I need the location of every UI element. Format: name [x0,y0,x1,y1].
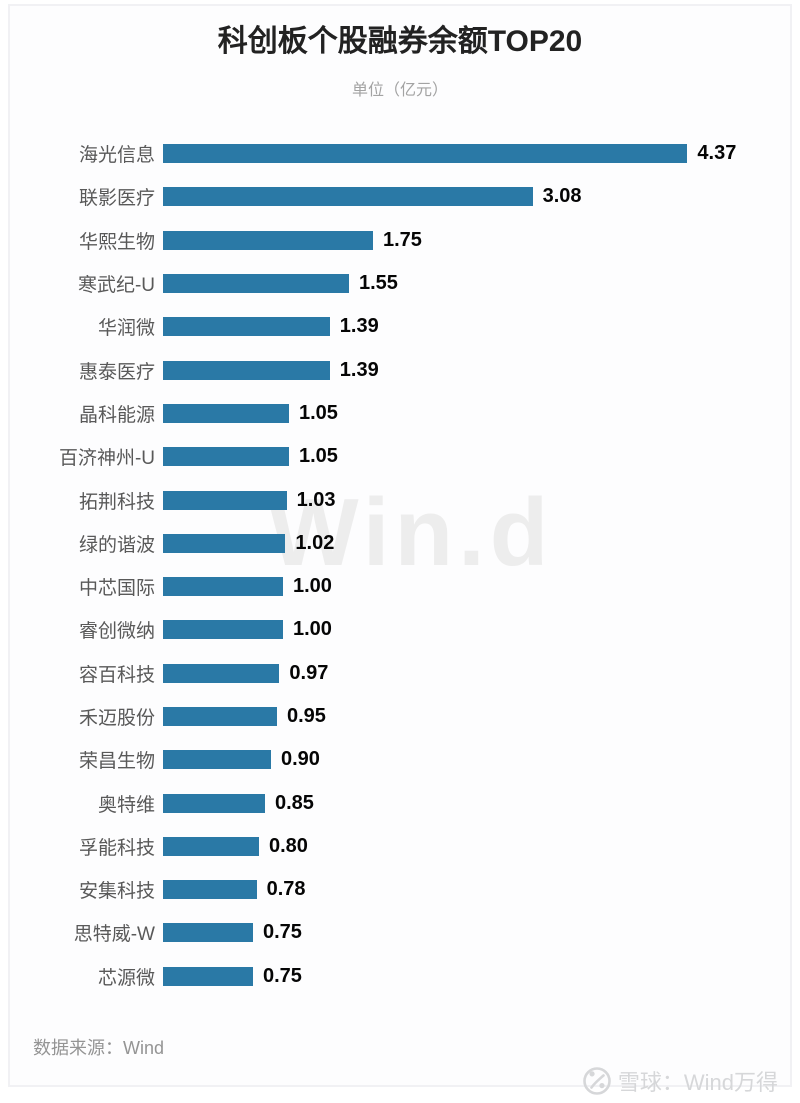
bar-row: 中芯国际 1.00 [10,565,790,608]
bar-row: 安集科技 0.78 [10,868,790,911]
bar-row: 孚能科技 0.80 [10,825,790,868]
category-label: 思特威-W [73,924,155,946]
bar-row: 联影医疗 3.08 [10,175,790,218]
category-label: 海光信息 [78,145,155,167]
chart-title: 科创板个股融券余额TOP20 [217,25,583,58]
bar[interactable] [163,880,257,900]
category-label: 百济神州-U [58,448,155,470]
bar-row: 华润微 1.39 [10,305,790,348]
bar-row: 思特威-W 0.75 [10,911,790,954]
wind-watermark: Win.d [268,479,554,586]
bar-row: 海光信息 4.37 [10,132,790,175]
value-label: 3.08 [542,185,582,208]
value-label: 0.90 [281,748,320,771]
value-label: 0.75 [263,964,302,987]
category-label: 晶科能源 [78,404,155,426]
value-label: 1.00 [293,618,332,641]
bar-row: 荣昌生物 0.90 [10,738,790,781]
value-label: 0.75 [263,921,302,944]
data-source-text: 数据来源：Wind [33,1037,165,1058]
value-label: 1.39 [339,315,379,338]
bar[interactable] [163,577,283,597]
bar[interactable] [163,620,283,640]
category-label: 睿创微纳 [78,621,155,643]
bar-row: 禾迈股份 0.95 [10,695,790,738]
category-label: 拓荆科技 [78,491,155,513]
bar-row: 百济神州-U 1.05 [10,435,790,478]
bar-row: 芯源微 0.75 [10,955,790,998]
bar[interactable] [163,533,286,553]
category-label: 联影医疗 [78,188,155,210]
chart-unit-subtitle: 单位（亿元） [351,82,448,99]
category-label: 奥特维 [97,794,155,816]
bar-row: 华熙生物 1.75 [10,219,790,262]
category-label: 孚能科技 [78,837,155,859]
bar[interactable] [163,750,271,770]
value-label: 1.00 [293,575,332,598]
category-label: 华润微 [97,318,155,340]
bar[interactable] [163,144,688,164]
bar[interactable] [163,923,253,943]
category-label: 绿的谐波 [78,534,155,556]
category-label: 禾迈股份 [78,708,155,729]
value-label: 1.05 [299,401,338,424]
bar-row: 惠泰医疗 1.39 [10,348,790,391]
chart-card: Win.d 科创板个股融券余额TOP20 单位（亿元） 海光信息 4.37 联影医疗… [8,4,792,1087]
category-label: 安集科技 [78,881,155,903]
category-label: 寒武纪-U [77,275,155,297]
value-label: 1.02 [295,531,335,554]
xueqiu-logo-icon [582,1066,612,1096]
bar[interactable] [163,274,349,294]
value-label: 0.97 [289,661,329,684]
bar-row: 拓荆科技 1.03 [10,478,790,521]
value-label: 0.85 [275,791,314,814]
bar-row: 寒武纪-U 1.55 [10,262,790,305]
xueqiu-wind-branding: 雪球：Wind万得 [582,1065,778,1097]
category-label: 华熙生物 [78,231,155,253]
bar[interactable] [163,447,289,467]
category-label: 中芯国际 [78,578,155,600]
value-label: 0.95 [287,705,326,727]
bar[interactable] [163,966,253,986]
value-label: 1.55 [359,272,398,295]
bar[interactable] [163,230,373,250]
bar-row: 奥特维 0.85 [10,781,790,824]
bar[interactable] [163,360,330,380]
bar-row: 容百科技 0.97 [10,652,790,695]
bar[interactable] [163,793,265,813]
category-label: 容百科技 [78,664,155,686]
branding-label: 雪球：Wind万得 [617,1070,778,1095]
category-label: 惠泰医疗 [78,361,155,383]
bar[interactable] [163,707,277,726]
bar[interactable] [163,317,330,337]
value-label: 0.80 [269,834,308,857]
value-label: 1.03 [296,488,336,511]
bar-row: 绿的谐波 1.02 [10,522,790,565]
value-label: 1.75 [383,228,422,251]
bar[interactable] [163,836,259,856]
bar[interactable] [163,490,287,510]
bar[interactable] [163,663,280,683]
category-label: 芯源微 [97,967,155,989]
category-label: 荣昌生物 [78,751,155,773]
value-label: 4.37 [697,142,737,165]
bar[interactable] [163,187,533,207]
bar-row: 睿创微纳 1.00 [10,608,790,651]
bar-rows: 海光信息 4.37 联影医疗 3.08 华熙生物 1.75 寒武纪-U 1.55 华润微 1.39… [10,132,790,998]
value-label: 0.78 [266,878,306,901]
value-label: 1.39 [339,358,379,381]
value-label: 1.05 [299,445,338,468]
bar[interactable] [163,403,289,423]
bar-row: 晶科能源 1.05 [10,392,790,435]
